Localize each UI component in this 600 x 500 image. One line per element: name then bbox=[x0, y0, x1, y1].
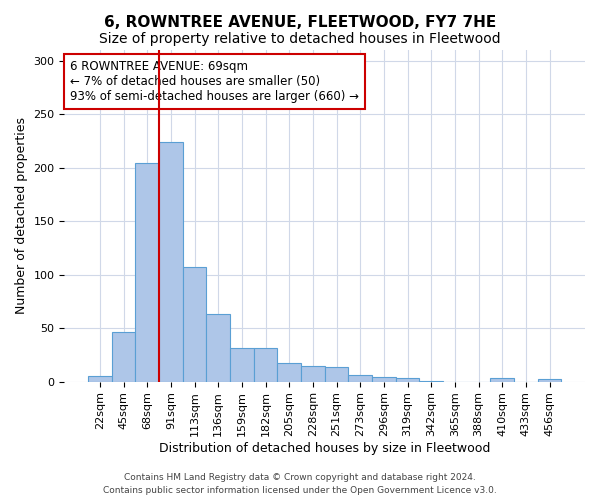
Bar bbox=[325, 366, 349, 382]
Bar bbox=[349, 375, 372, 382]
Text: Contains HM Land Registry data © Crown copyright and database right 2024.
Contai: Contains HM Land Registry data © Crown c… bbox=[103, 474, 497, 495]
Bar bbox=[183, 267, 206, 382]
Bar bbox=[88, 376, 112, 382]
Bar bbox=[206, 314, 230, 382]
Bar bbox=[301, 366, 325, 382]
Bar bbox=[395, 378, 419, 382]
Bar bbox=[230, 348, 254, 382]
Bar bbox=[112, 332, 136, 382]
Text: 6, ROWNTREE AVENUE, FLEETWOOD, FY7 7HE: 6, ROWNTREE AVENUE, FLEETWOOD, FY7 7HE bbox=[104, 15, 496, 30]
Bar bbox=[372, 378, 395, 382]
Bar bbox=[277, 364, 301, 382]
Text: 6 ROWNTREE AVENUE: 69sqm
← 7% of detached houses are smaller (50)
93% of semi-de: 6 ROWNTREE AVENUE: 69sqm ← 7% of detache… bbox=[70, 60, 359, 103]
Bar bbox=[538, 380, 562, 382]
Bar bbox=[159, 142, 183, 382]
Bar bbox=[419, 380, 443, 382]
Bar bbox=[136, 164, 159, 382]
Y-axis label: Number of detached properties: Number of detached properties bbox=[15, 118, 28, 314]
Bar bbox=[490, 378, 514, 382]
Text: Size of property relative to detached houses in Fleetwood: Size of property relative to detached ho… bbox=[99, 32, 501, 46]
Bar bbox=[254, 348, 277, 382]
X-axis label: Distribution of detached houses by size in Fleetwood: Distribution of detached houses by size … bbox=[159, 442, 490, 455]
